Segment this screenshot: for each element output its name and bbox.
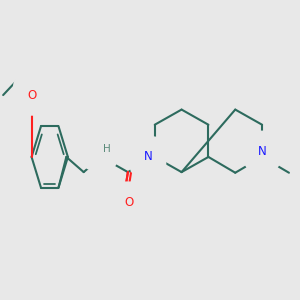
Text: N: N bbox=[258, 145, 266, 158]
Text: O: O bbox=[27, 88, 36, 102]
Text: N: N bbox=[143, 150, 152, 164]
Text: H: H bbox=[103, 144, 110, 154]
Text: O: O bbox=[124, 196, 134, 208]
Text: N: N bbox=[95, 143, 104, 157]
